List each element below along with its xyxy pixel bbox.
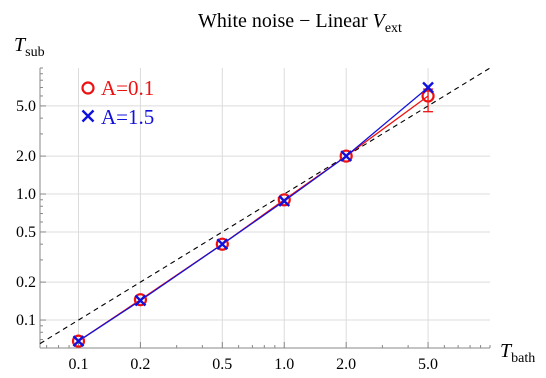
x-tick-label: 0.1: [68, 356, 88, 373]
y-axis-label: Tsub: [14, 34, 45, 60]
grid: [40, 68, 490, 348]
x-tick-label: 0.2: [130, 356, 150, 373]
y-tick-label: 5.0: [16, 98, 36, 115]
data-point-circle: [339, 149, 353, 163]
x-tick-label: 0.5: [212, 356, 232, 373]
series-line-1: [78, 87, 429, 342]
series-line-0: [78, 95, 429, 342]
x-axis-label: Tbath: [500, 340, 535, 366]
y-tick-label: 2.0: [16, 148, 36, 165]
legend-item-a01: A=0.1: [81, 76, 154, 100]
legend-label-a01: A=0.1: [101, 76, 154, 100]
legend-x-marker: [81, 109, 95, 123]
data-point-x: [134, 294, 147, 307]
y-tick-label: 0.2: [16, 274, 36, 291]
x-tick-label: 1.0: [274, 356, 294, 373]
y-tick-label: 0.1: [16, 312, 36, 329]
data-point-x: [216, 238, 229, 251]
reference-line: [39, 67, 491, 345]
data-point-x: [278, 195, 291, 207]
legend-label-a15: A=1.5: [101, 105, 154, 129]
x-tick-label: 2.0: [336, 356, 356, 373]
data-point-circle: [133, 293, 148, 307]
data-point-circle: [421, 89, 435, 103]
y-tick-label: 1.0: [16, 186, 36, 203]
legend-item-a15: A=1.5: [81, 105, 154, 129]
legend: A=0.1 A=1.5: [81, 76, 154, 129]
data-point-x: [422, 81, 434, 94]
x-tick-label: 5.0: [418, 356, 438, 373]
data-point-circle: [277, 193, 291, 207]
data-point-circle: [215, 237, 229, 251]
axes: [39, 67, 491, 349]
tick-labels: 0.1 0.2 0.5 1.0 2.0 5.0 0.1 0.2 0.5 1.0 2.0 5.0: [16, 98, 438, 373]
data-point-x: [340, 150, 353, 162]
data-point-circle: [71, 334, 86, 348]
chart-title: White noise − Linear Vext: [198, 10, 402, 36]
legend-circle-marker: [81, 81, 95, 95]
reference-line-y-equals-x: [39, 67, 491, 345]
y-tick-label: 0.5: [16, 224, 36, 241]
data-point-x: [72, 335, 85, 347]
series-layer: [71, 81, 435, 348]
